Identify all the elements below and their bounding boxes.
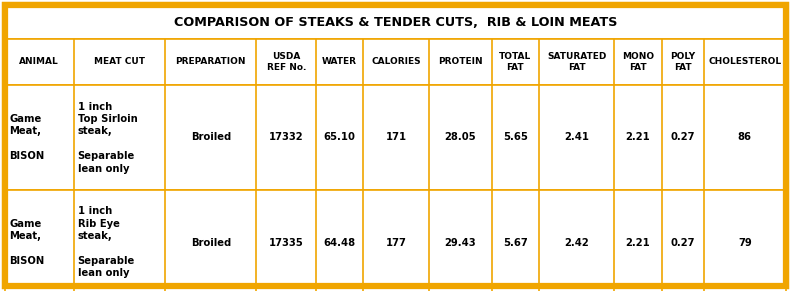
Text: 0.27: 0.27 [671,237,695,248]
Text: CALORIES: CALORIES [372,58,422,67]
Text: Broiled: Broiled [191,132,231,143]
Text: 171: 171 [386,132,407,143]
Text: 0.27: 0.27 [671,132,695,143]
Text: MEAT CUT: MEAT CUT [94,58,145,67]
Text: 5.65: 5.65 [503,132,528,143]
Text: CHOLESTEROL: CHOLESTEROL [708,58,782,67]
Bar [5,39,786,85]
Text: MONO
FAT: MONO FAT [622,52,654,72]
Text: 29.43: 29.43 [445,237,476,248]
Bar [5,190,786,291]
Text: POLY
FAT: POLY FAT [670,52,695,72]
Text: Broiled: Broiled [191,237,231,248]
Text: 1 inch
Rib Eye
steak,

Separable
lean only: 1 inch Rib Eye steak, Separable lean onl… [78,207,134,278]
Bar [5,85,786,190]
Text: SATURATED
FAT: SATURATED FAT [547,52,606,72]
Text: 177: 177 [386,237,407,248]
Text: 65.10: 65.10 [324,132,356,143]
Text: 17335: 17335 [269,237,304,248]
Text: 2.21: 2.21 [626,237,650,248]
Bar [5,5,786,39]
Text: 5.67: 5.67 [503,237,528,248]
Text: 28.05: 28.05 [445,132,476,143]
Text: USDA
REF No.: USDA REF No. [267,52,306,72]
Text: 79: 79 [738,237,751,248]
Text: COMPARISON OF STEAKS & TENDER CUTS,  RIB & LOIN MEATS: COMPARISON OF STEAKS & TENDER CUTS, RIB … [174,15,617,29]
Text: 17332: 17332 [269,132,304,143]
Text: Game
Meat,

BISON: Game Meat, BISON [9,219,44,266]
Text: 64.48: 64.48 [324,237,356,248]
Text: ANIMAL: ANIMAL [20,58,59,67]
Text: PREPARATION: PREPARATION [176,58,246,67]
Text: 2.41: 2.41 [564,132,589,143]
Text: 86: 86 [738,132,752,143]
Text: TOTAL
FAT: TOTAL FAT [499,52,532,72]
Text: PROTEIN: PROTEIN [438,58,483,67]
Text: Game
Meat,

BISON: Game Meat, BISON [9,114,44,161]
Text: 1 inch
Top Sirloin
steak,

Separable
lean only: 1 inch Top Sirloin steak, Separable lean… [78,102,138,173]
Text: 2.42: 2.42 [564,237,589,248]
Text: WATER: WATER [322,58,358,67]
Text: 2.21: 2.21 [626,132,650,143]
